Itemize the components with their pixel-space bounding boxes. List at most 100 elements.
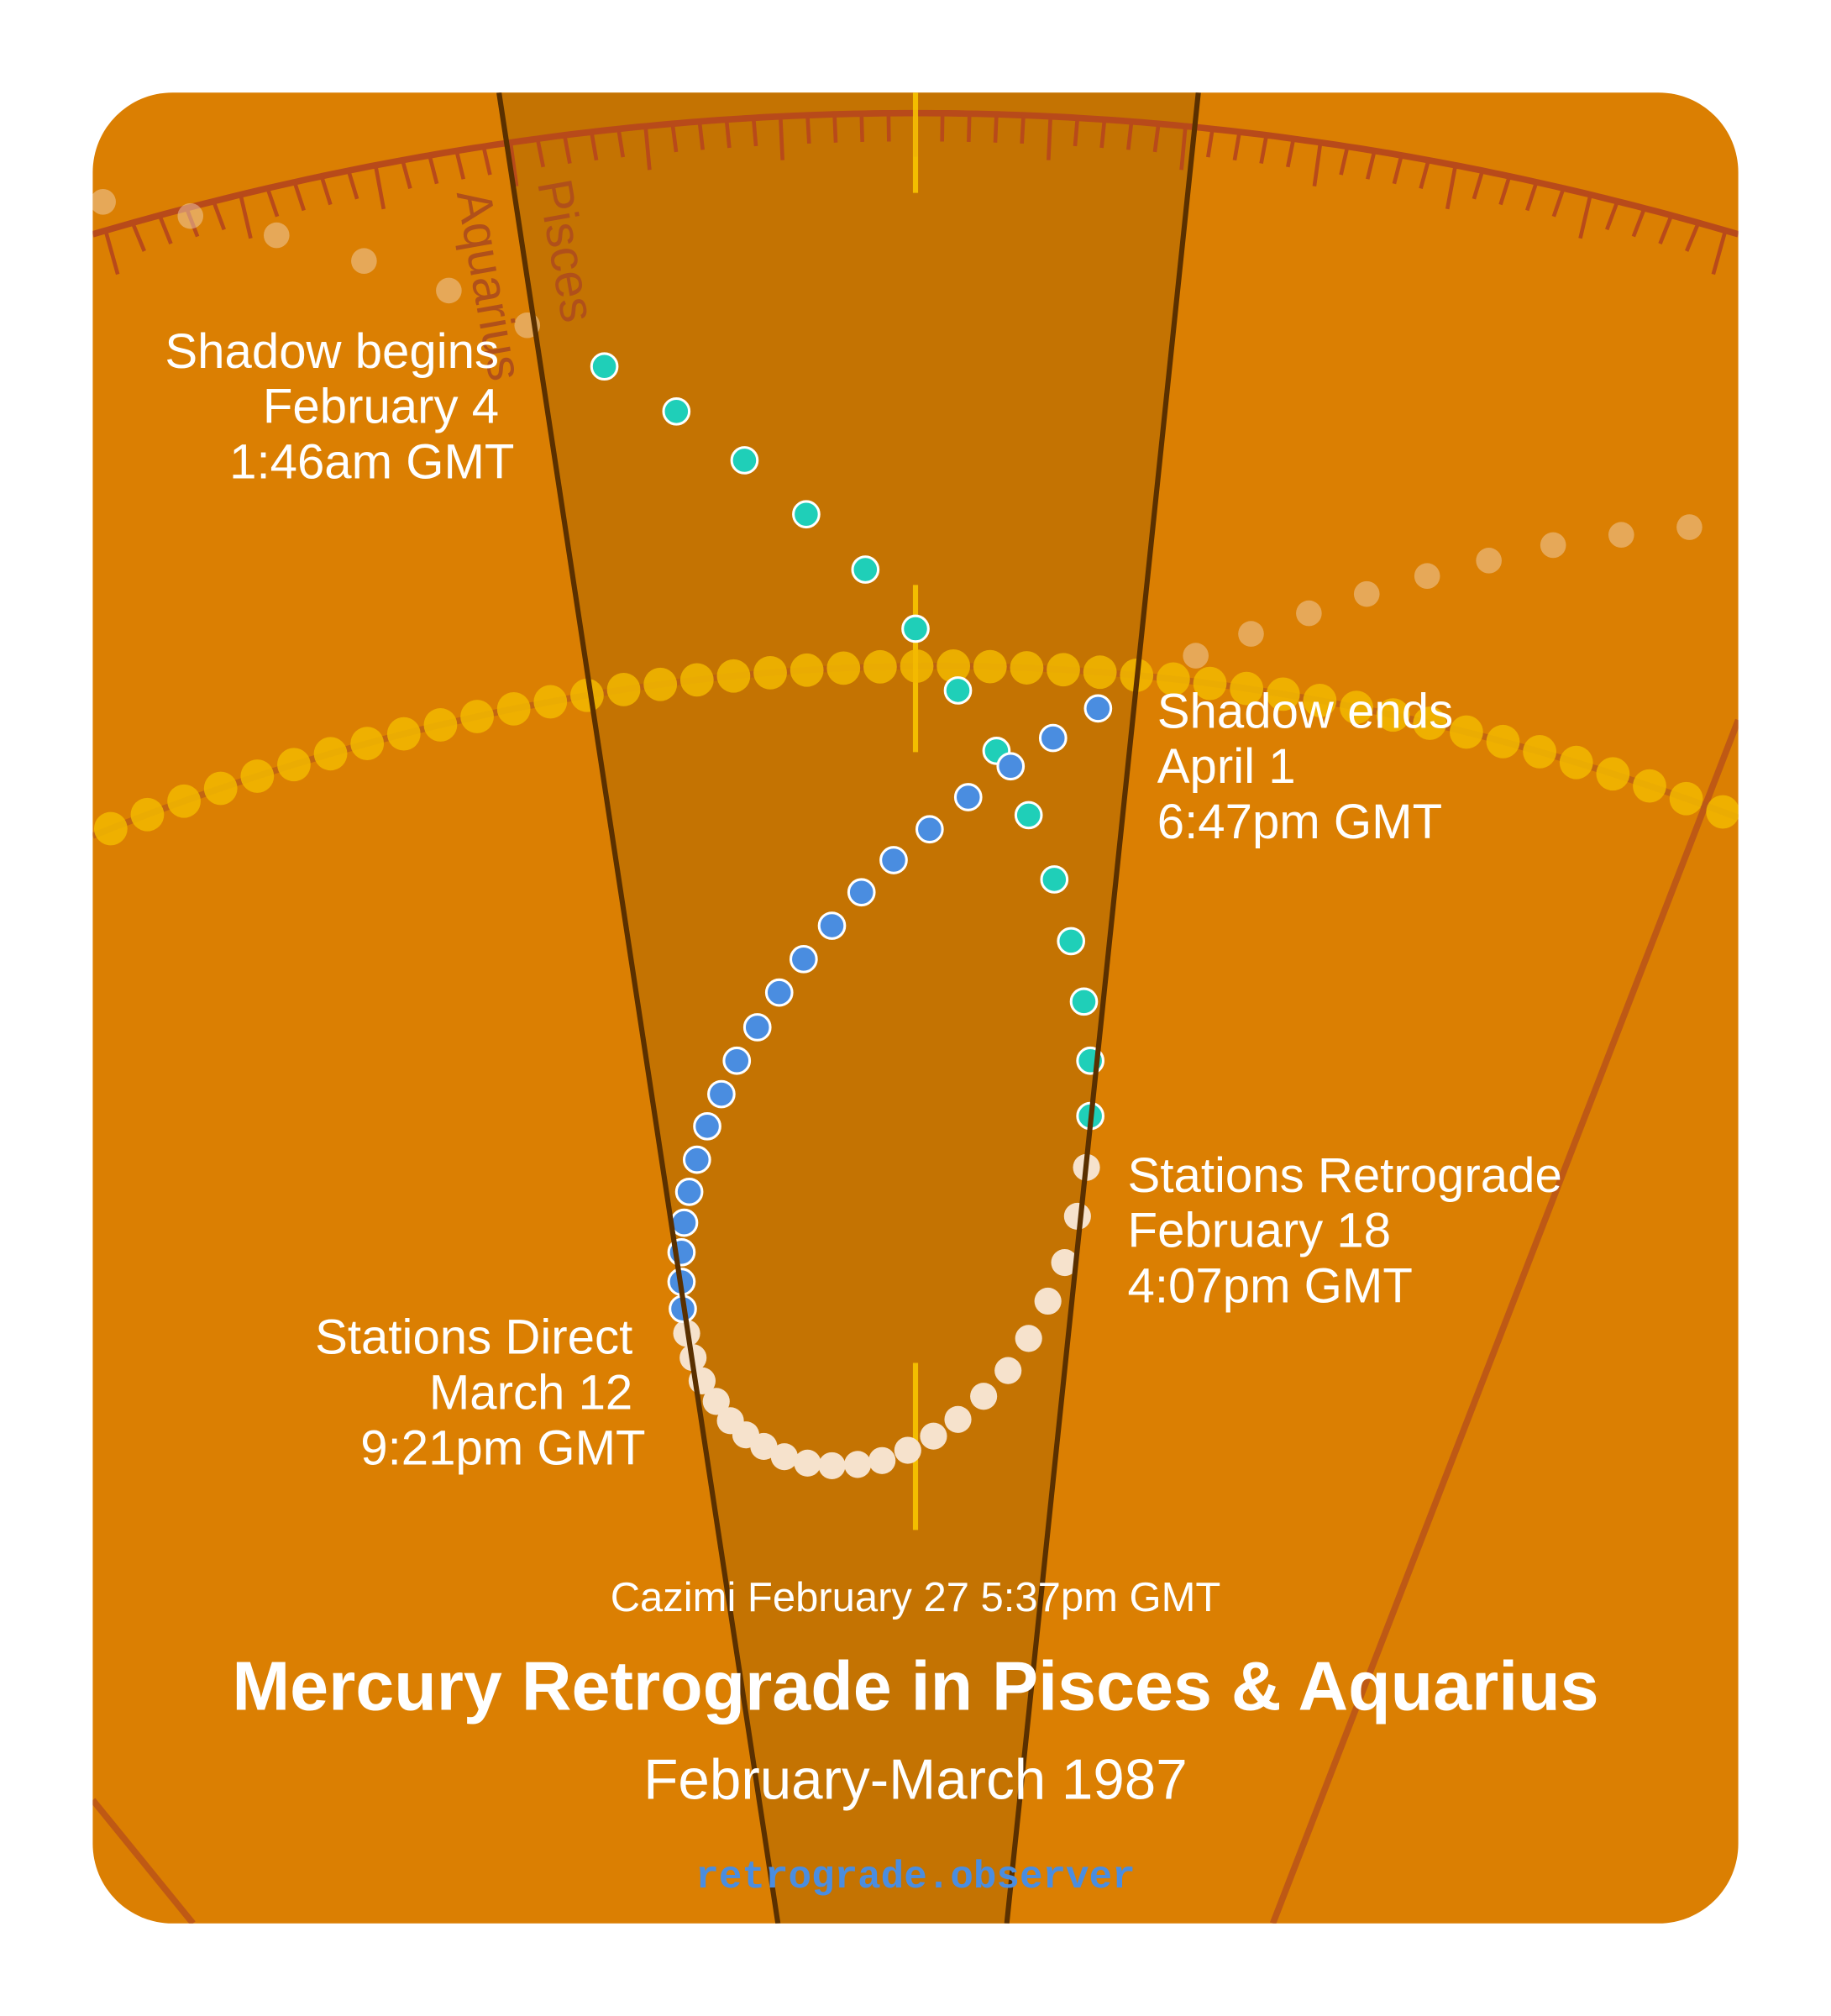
sun-dot	[863, 649, 897, 684]
post-shadow-dot	[682, 1145, 711, 1174]
sun-dot	[643, 667, 678, 701]
ring-tick	[643, 126, 652, 171]
post-shadow-dot	[707, 1079, 736, 1109]
ring-tick	[1312, 142, 1323, 186]
retro-dot	[920, 1422, 947, 1450]
faint-dot	[1608, 522, 1634, 549]
ring-tick	[103, 229, 120, 276]
event-time: 4:07pm GMT	[1128, 1259, 1413, 1314]
retro-dot	[702, 1388, 730, 1415]
site-link[interactable]: retrograde.observer	[695, 1856, 1135, 1899]
shadow-dot	[590, 352, 619, 381]
sun-dot	[350, 727, 385, 760]
subtitle: February-March 1987	[643, 1748, 1187, 1811]
event-label: Stations Direct	[315, 1310, 632, 1365]
retro-dot	[1063, 1202, 1091, 1231]
sun-dot	[606, 672, 641, 706]
ring-tick	[1711, 229, 1728, 276]
ring-tick	[778, 116, 784, 160]
sun-dot	[313, 737, 348, 771]
ring-tick	[859, 113, 864, 143]
ring-tick	[1631, 207, 1646, 238]
ring-tick	[265, 187, 280, 218]
ring-tick	[1366, 150, 1377, 180]
boundary-line	[1269, 718, 1739, 1924]
sun-dot	[496, 691, 531, 726]
ring-tick	[1285, 138, 1296, 168]
sun-dot	[826, 651, 861, 685]
event-time: 9:21pm GMT	[360, 1420, 645, 1475]
ring-tick	[1179, 126, 1188, 171]
ring-tick	[401, 160, 412, 190]
sun-dot	[533, 685, 568, 719]
cazimi: Cazimi February 27 5:37pm GMT	[611, 1575, 1221, 1620]
ring-tick	[724, 119, 732, 149]
sun-dot	[936, 649, 971, 683]
post-shadow-dot	[953, 783, 983, 811]
ring-tick	[1658, 214, 1674, 244]
ring-tick	[1152, 123, 1161, 153]
event-date: April 1	[1157, 739, 1296, 794]
ring-tick	[993, 113, 999, 143]
retro-dot	[844, 1451, 872, 1478]
sun-dot	[1083, 655, 1117, 690]
event-date: February 18	[1128, 1204, 1392, 1258]
ring-tick	[481, 145, 492, 176]
shadow-dot	[730, 446, 759, 475]
sun-dot	[1669, 781, 1703, 816]
sun-dot	[167, 784, 201, 818]
sun-dot	[460, 700, 494, 733]
retro-dot	[868, 1446, 896, 1474]
faint-dot	[92, 189, 116, 215]
event-date: March 12	[429, 1366, 632, 1420]
ring-tick	[1205, 129, 1215, 158]
sun-dot	[93, 811, 128, 846]
ring-tick	[1685, 222, 1701, 252]
shadow-dot	[901, 614, 930, 643]
post-shadow-dot	[789, 945, 818, 974]
ring-tick	[1472, 170, 1485, 200]
event-label: Stations Retrograde	[1128, 1148, 1562, 1203]
shadow-dot	[792, 500, 821, 529]
sun-dot	[1449, 715, 1483, 749]
ring-tick	[1605, 200, 1619, 231]
sun-dot	[1486, 724, 1520, 759]
event-time: 1:46am GMT	[229, 434, 514, 489]
retro-dot	[1034, 1287, 1062, 1315]
ring-tick	[1259, 134, 1269, 165]
event-label: Shadow begins	[165, 324, 499, 379]
post-shadow-dot	[996, 752, 1026, 781]
shadow-dot	[1069, 987, 1099, 1016]
ring-tick	[670, 123, 679, 153]
sun-dot	[1376, 698, 1410, 732]
sun-dot	[1413, 706, 1447, 740]
post-shadow-dot	[817, 911, 847, 940]
sun-dot	[1266, 677, 1300, 711]
ring-tick	[697, 121, 705, 150]
ring-tick	[1047, 116, 1053, 160]
ring-tick	[1392, 155, 1403, 185]
ring-tick	[967, 113, 972, 143]
faint-dot	[351, 248, 377, 275]
ring-tick	[1073, 118, 1080, 147]
post-shadow-dot	[742, 1013, 772, 1042]
ring-tick	[832, 113, 838, 143]
ring-tick	[535, 138, 546, 168]
sun-dot	[1633, 769, 1666, 803]
sun-dot	[1596, 757, 1630, 791]
post-shadow-dot	[674, 1178, 704, 1206]
ring-tick	[1232, 131, 1241, 161]
post-shadow-dot	[764, 978, 794, 1007]
shadow-dot	[1014, 801, 1043, 830]
ring-tick	[1099, 119, 1107, 149]
sun-dot	[1523, 734, 1557, 769]
post-shadow-dot	[693, 1111, 721, 1141]
ring-tick	[1551, 187, 1566, 218]
labels: Shadow begins February 4 1:46am GMT Shad…	[165, 324, 1598, 1899]
sun-dot	[203, 771, 238, 806]
ring-tick	[590, 131, 599, 161]
retro-dot	[894, 1436, 921, 1464]
cusp-line	[496, 92, 781, 1924]
ring-tick	[562, 134, 572, 165]
